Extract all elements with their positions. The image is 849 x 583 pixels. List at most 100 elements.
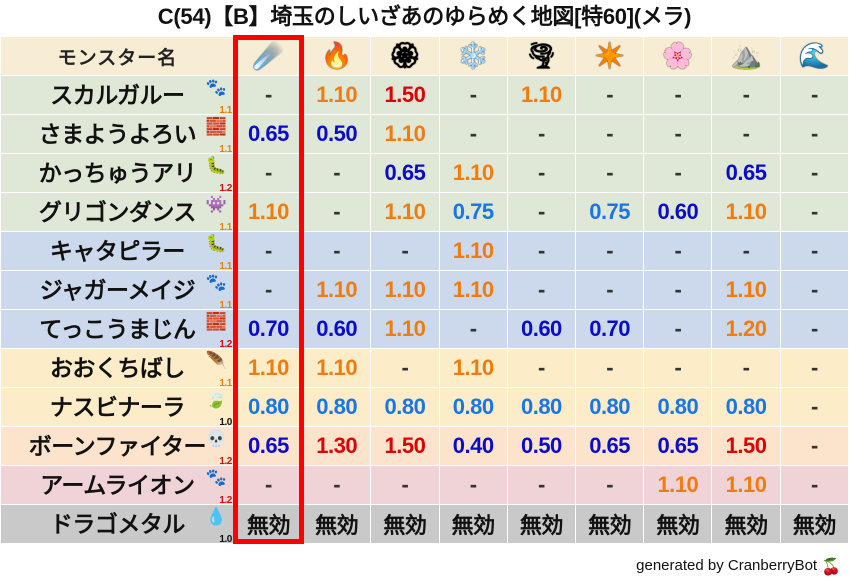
resistance-cell: -	[439, 115, 507, 153]
resistance-cell: -	[303, 193, 371, 231]
resistance-cell: 1.10	[371, 193, 439, 231]
resistance-cell: 1.10	[712, 193, 780, 231]
dorma-dark-icon: 🌸	[662, 42, 694, 70]
resistance-cell: 0.80	[576, 388, 644, 426]
monster-name-label: さまようよろい	[38, 121, 197, 147]
monster-version-label: 1.2	[219, 456, 232, 465]
resistance-cell: -	[507, 232, 575, 270]
monster-name-label: かっちゅうアリ	[38, 160, 197, 186]
resistance-cell: -	[439, 76, 507, 114]
monster-name-cell[interactable]: さまようよろい 🧱 1.1	[1, 115, 234, 153]
resistance-cell: 無効	[576, 505, 644, 543]
resistance-cell: 1.10	[439, 271, 507, 309]
monster-name-cell[interactable]: おおくちばし 🪶 1.1	[1, 349, 234, 387]
resistance-cell: -	[234, 271, 303, 309]
paw-icon: 🐾	[205, 78, 227, 97]
monster-name-cell[interactable]: てっこうまじん 🧱 1.2	[1, 310, 234, 348]
resistance-cell: -	[303, 466, 371, 504]
monster-name-cell[interactable]: かっちゅうアリ 🐛 1.2	[1, 154, 234, 192]
monster-name-cell[interactable]: ナスビナーラ 🍃 1.0	[1, 388, 234, 426]
resistance-cell: 0.75	[576, 193, 644, 231]
resistance-cell: -	[507, 154, 575, 192]
monster-name-label: てっこうまじん	[39, 316, 196, 342]
monster-name-cell[interactable]: アームライオン 🐾 1.2	[1, 466, 234, 504]
footer-text: generated by CranberryBot	[636, 557, 818, 574]
resistance-cell: -	[234, 232, 303, 270]
monster-name-cell[interactable]: ドラゴメタル 💧 1.0	[1, 505, 234, 543]
jiba-earth-icon: ⛰️	[730, 42, 762, 70]
resistance-cell: -	[507, 193, 575, 231]
resistance-cell: 無効	[371, 505, 439, 543]
resistance-cell: -	[234, 466, 303, 504]
bug-icon: 🐛	[205, 156, 227, 175]
monster-version-label: 1.1	[219, 144, 232, 153]
resistance-cell: 0.80	[371, 388, 439, 426]
monster-version-label: 1.1	[219, 222, 232, 231]
column-header-jiba-earth-icon[interactable]: ⛰️	[712, 37, 780, 75]
monster-version-label: 1.2	[219, 339, 232, 348]
monster-name-label: ジャガーメイジ	[39, 277, 196, 303]
bagi-wind-icon: 🌪	[525, 42, 558, 70]
resistance-cell: -	[644, 349, 712, 387]
header-row: モンスター名 ☄️ 🔥 🏵 ❄️ 🌪 ✴️ 🌸 ⛰️ 🌊	[1, 37, 848, 75]
cranberry-icon: 🍒	[821, 559, 841, 576]
resistance-cell: 1.10	[371, 310, 439, 348]
column-header-dorma-dark-icon[interactable]: 🌸	[644, 37, 712, 75]
resistance-cell: 無効	[303, 505, 371, 543]
monster-version-label: 1.0	[219, 534, 232, 543]
monster-version-label: 1.0	[219, 417, 232, 426]
resistance-cell: 1.10	[439, 232, 507, 270]
resistance-cell: 0.50	[303, 115, 371, 153]
resistance-cell: -	[780, 154, 848, 192]
monster-name-label: グリゴンダンス	[38, 199, 197, 225]
resistance-cell: -	[644, 310, 712, 348]
table-row: キャタピラー 🐛 1.1- - -1.10- - - - -	[1, 232, 848, 270]
table-row: グリゴンダンス 👾 1.1 1.10-1.10 0.75-0.75 0.60 1.10-	[1, 193, 848, 231]
resistance-cell: 0.80	[303, 388, 371, 426]
paw-icon: 🐾	[205, 468, 227, 487]
resistance-cell: -	[576, 76, 644, 114]
resistance-cell: 0.40	[439, 427, 507, 465]
monster-name-cell[interactable]: スカルガルー 🐾 1.1	[1, 76, 234, 114]
monster-version-label: 1.1	[219, 261, 232, 270]
resistance-cell: 1.50	[371, 427, 439, 465]
column-header-io-burst-icon[interactable]: 🏵	[371, 37, 439, 75]
resistance-cell: 0.70	[576, 310, 644, 348]
resistance-cell: -	[780, 466, 848, 504]
monster-name-label: アームライオン	[40, 472, 195, 498]
dein-light-icon: ✴️	[594, 42, 626, 70]
monster-name-cell[interactable]: ボーンファイター 💀 1.2	[1, 427, 234, 465]
column-header-gira-flame-icon[interactable]: 🔥	[303, 37, 371, 75]
resistance-cell: 1.30	[303, 427, 371, 465]
resistance-cell: 1.10	[234, 349, 303, 387]
resistance-cell: 1.10	[712, 271, 780, 309]
resistance-cell: 0.65	[576, 427, 644, 465]
monster-name-cell[interactable]: キャタピラー 🐛 1.1	[1, 232, 234, 270]
resistance-cell: -	[644, 232, 712, 270]
resistance-cell: 0.75	[439, 193, 507, 231]
table-row: さまようよろい 🧱 1.1 0.65 0.50 1.10- - - - - -	[1, 115, 848, 153]
resistance-cell: -	[644, 271, 712, 309]
column-header-hyado-ice-icon[interactable]: ❄️	[439, 37, 507, 75]
monster-name-cell[interactable]: ジャガーメイジ 🐾 1.1	[1, 271, 234, 309]
resistance-cell: 無効	[644, 505, 712, 543]
resistance-cell: -	[576, 271, 644, 309]
column-header-mera-fire-icon[interactable]: ☄️	[234, 37, 303, 75]
leaf-icon: 🍃	[205, 390, 227, 409]
resistance-cell: 0.60	[507, 310, 575, 348]
table-row: ドラゴメタル 💧 1.0 無効 無効 無効 無効 無効 無効 無効 無効 無効	[1, 505, 848, 543]
column-header-bagi-wind-icon[interactable]: 🌪	[507, 37, 575, 75]
table-row: ボーンファイター 💀 1.2 0.65 1.30 1.50 0.40 0.50 0.65 0.65…	[1, 427, 848, 465]
monster-name-label: ナスビナーラ	[49, 394, 186, 420]
resistance-cell: 1.10	[371, 115, 439, 153]
paw-icon: 🐾	[205, 273, 227, 292]
column-header-merazoma-wave-icon[interactable]: 🌊	[780, 37, 848, 75]
monster-name-cell[interactable]: グリゴンダンス 👾 1.1	[1, 193, 234, 231]
resistance-cell: 0.65	[371, 154, 439, 192]
table-row: ナスビナーラ 🍃 1.0 0.80 0.80 0.80 0.80 0.80 0.80 0.80 0.…	[1, 388, 848, 426]
resistance-cell: -	[712, 349, 780, 387]
resistance-cell: -	[644, 154, 712, 192]
resistance-cell: 1.20	[712, 310, 780, 348]
resistance-cell: -	[780, 388, 848, 426]
column-header-dein-light-icon[interactable]: ✴️	[576, 37, 644, 75]
